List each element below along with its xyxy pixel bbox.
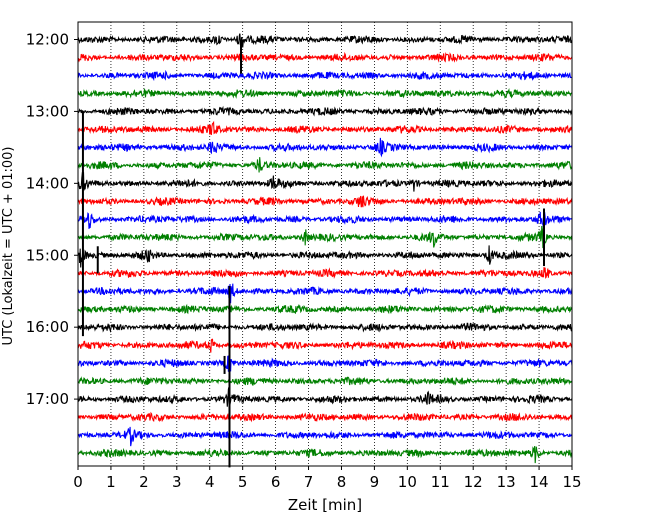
x-axis: 0 1 2 3 4 5 6 7 8 9 10 11 12 13 14 15 xyxy=(73,466,582,491)
x-tick-label: 11 xyxy=(431,473,450,491)
trace-row xyxy=(77,88,573,100)
trace-row xyxy=(77,338,573,353)
y-tick-label: 13:00 xyxy=(26,102,69,120)
x-tick-label: 0 xyxy=(73,473,83,491)
trace-row xyxy=(77,105,573,117)
x-tick-label: 13 xyxy=(497,473,516,491)
y-axis: 12:00 13:00 14:00 15:00 16:00 17:00 xyxy=(26,31,78,408)
trace-row xyxy=(77,386,573,414)
trace-row xyxy=(77,211,573,229)
y-tick-label: 12:00 xyxy=(26,31,69,49)
trace-row xyxy=(77,120,573,136)
trace-row xyxy=(77,245,573,268)
trace-row xyxy=(77,69,573,82)
trace-row xyxy=(77,225,573,249)
trace-row xyxy=(77,303,573,315)
trace-row xyxy=(77,51,573,63)
x-tick-label: 9 xyxy=(370,473,380,491)
trace-row xyxy=(77,355,573,377)
trace-row xyxy=(77,195,573,208)
x-tick-label: 5 xyxy=(238,473,248,491)
x-tick-label: 6 xyxy=(271,473,281,491)
y-tick-label: 17:00 xyxy=(26,390,69,408)
trace-row xyxy=(77,411,573,423)
trace-row xyxy=(77,322,573,333)
y-tick-label: 14:00 xyxy=(26,174,69,192)
x-tick-label: 12 xyxy=(464,473,483,491)
trace-row xyxy=(77,157,573,173)
y-tick-label: 15:00 xyxy=(26,246,69,264)
x-tick-label: 3 xyxy=(172,473,182,491)
trace-row xyxy=(77,283,573,304)
trace-row xyxy=(77,172,573,192)
y-axis-label: UTC (Lokalzeit = UTC + 01:00) xyxy=(1,147,16,346)
plot-frame xyxy=(77,21,573,467)
x-tick-label: 14 xyxy=(530,473,549,491)
x-tick-label: 1 xyxy=(106,473,116,491)
x-tick-label: 15 xyxy=(562,473,581,491)
trace-row xyxy=(77,426,573,447)
trace-row xyxy=(77,137,573,158)
trace-row xyxy=(77,33,573,53)
grid-lines xyxy=(110,22,540,466)
trace-row xyxy=(77,376,573,386)
x-tick-label: 7 xyxy=(304,473,314,491)
trace-row xyxy=(77,267,573,279)
y-tick-label: 16:00 xyxy=(26,318,69,336)
trace-row xyxy=(77,445,573,464)
trace-group xyxy=(77,33,573,468)
x-tick-label: 8 xyxy=(337,473,347,491)
x-tick-label: 10 xyxy=(398,473,417,491)
x-tick-label: 4 xyxy=(205,473,215,491)
x-axis-label: Zeit [min] xyxy=(288,496,362,514)
x-tick-label: 2 xyxy=(139,473,149,491)
